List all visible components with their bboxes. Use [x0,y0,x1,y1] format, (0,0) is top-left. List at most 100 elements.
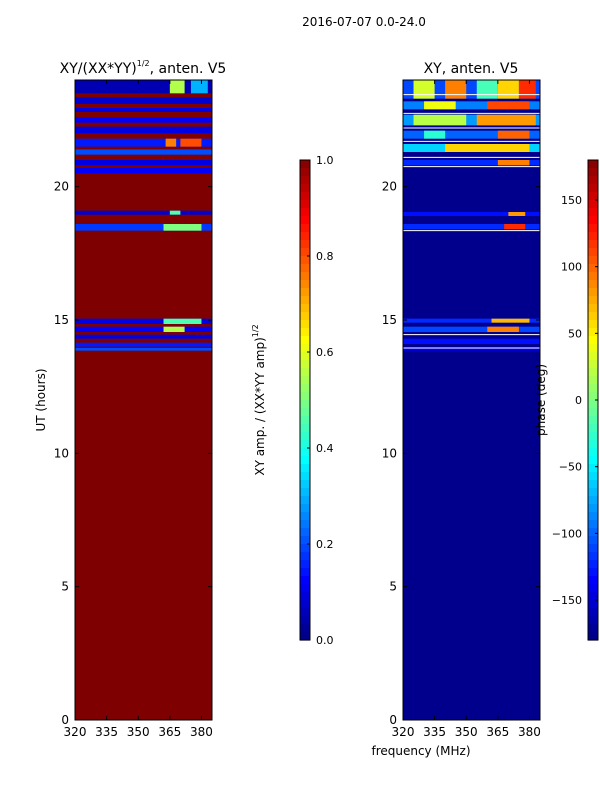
heatmap-band [403,318,540,323]
colorbar-segment [300,240,310,249]
colorbar-segment [588,408,598,417]
colorbar-segment [300,512,310,521]
colorbar-segment [588,344,598,353]
colorbar-tick-label: 0.8 [316,250,334,263]
heatmap-hotspot [163,224,202,231]
colorbar-segment [588,160,598,169]
colorbar-segment [300,528,310,537]
colorbar-segment [588,280,598,289]
colorbar-segment [300,168,310,177]
colorbar-segment [588,224,598,233]
colorbar-segment [588,568,598,577]
colorbar-segment [300,568,310,577]
colorbar-segment [300,424,310,433]
colorbar-tick-label: 50 [568,327,582,340]
y-tick-label: 5 [389,580,397,594]
right-colorbar-label: phase (deg) [534,364,548,436]
colorbar-segment [588,256,598,265]
heatmap-hotspot [476,114,536,126]
heatmap-band [75,348,212,351]
left-chart-title: XY/(XX*YY)1/2, anten. V5 [60,59,227,77]
colorbar-segment [300,600,310,609]
colorbar-segment [300,464,310,473]
colorbar-tick-label: 0.2 [316,538,334,551]
left-heatmap: 320 335 350 365 380 0 5 10 15 20 [54,79,213,739]
colorbar-segment [588,176,598,185]
left-title-sup: 1/2 [137,59,150,68]
colorbar-segment [300,184,310,193]
heatmap-hotspot [497,80,519,99]
colorbar-tick-label: 0.0 [316,634,334,647]
colorbar-frame [299,159,311,641]
x-tick-label: 320 [64,725,87,739]
x-tick-label: 335 [95,725,118,739]
colorbar-segment [588,432,598,441]
colorbar-tick-label: 150 [561,194,582,207]
right-heatmap: 320 335 350 365 380 0 5 10 15 20 [382,79,541,739]
colorbar-segment [588,560,598,569]
colorbar-segment [588,312,598,321]
heatmap-band [403,101,540,110]
heatmap-hotspot [518,80,536,99]
colorbar-segment [300,304,310,313]
colorbar-segment [300,280,310,289]
colorbar-segment [300,288,310,297]
left-colorbar-label: XY amp. / (XX*YY amp)1/2 [251,324,267,475]
plot-frame [74,79,213,721]
heatmap-hotspot [497,160,530,166]
colorbar-segment [588,584,598,593]
colorbar-segment [588,464,598,473]
colorbar-segment [300,368,310,377]
colorbar-tick-label: −150 [552,594,582,607]
colorbar-segment [588,368,598,377]
heatmap-band [75,149,212,155]
colorbar-segment [300,208,310,217]
heatmap-hotspot [497,130,530,139]
colorbar-segment [300,376,310,385]
colorbar-tick-label: 0 [575,394,582,407]
colorbar-segment [300,224,310,233]
x-tick-label: 380 [190,725,213,739]
colorbar-segment [300,192,310,201]
colorbar-segment [588,216,598,225]
colorbar-segment [300,416,310,425]
colorbar-segment [300,272,310,281]
y-tick-label: 15 [54,313,69,327]
colorbar-segment [300,616,310,625]
colorbar-segment [300,336,310,345]
colorbar-tick-label: 100 [561,261,582,274]
colorbar-segment [588,496,598,505]
colorbar-segment [300,592,310,601]
heatmap-hotspot [190,80,208,94]
colorbar-segment [300,400,310,409]
colorbar-segment [588,304,598,313]
y-tick-label: 10 [54,446,69,460]
colorbar-segment [300,344,310,353]
colorbar-segment [300,320,310,329]
left-title-main: XY/(XX*YY) [60,61,137,77]
heatmap-band [75,108,212,112]
left-title-suffix: , anten. V5 [150,61,227,77]
colorbar-segment [300,200,310,209]
colorbar-segment [588,632,598,641]
x-tick-label: 335 [423,725,446,739]
x-tick-label: 320 [392,725,415,739]
colorbar-segment [588,232,598,241]
heatmap-hotspot [180,138,202,147]
colorbar-segment [588,192,598,201]
colorbar-segment [588,600,598,609]
colorbar-segment [588,544,598,553]
heatmap-band [403,326,540,332]
colorbar-segment [300,352,310,361]
colorbar-segment [588,536,598,545]
y-tick-label: 0 [389,713,397,727]
heatmap-band [403,114,540,126]
colorbar-segment [300,296,310,305]
colorbar-segment [588,504,598,513]
heatmap-hotspot [163,318,202,324]
colorbar-segment [588,480,598,489]
colorbar-segment [300,440,310,449]
y-tick-label: 20 [382,180,397,194]
heatmap-band [75,97,212,104]
